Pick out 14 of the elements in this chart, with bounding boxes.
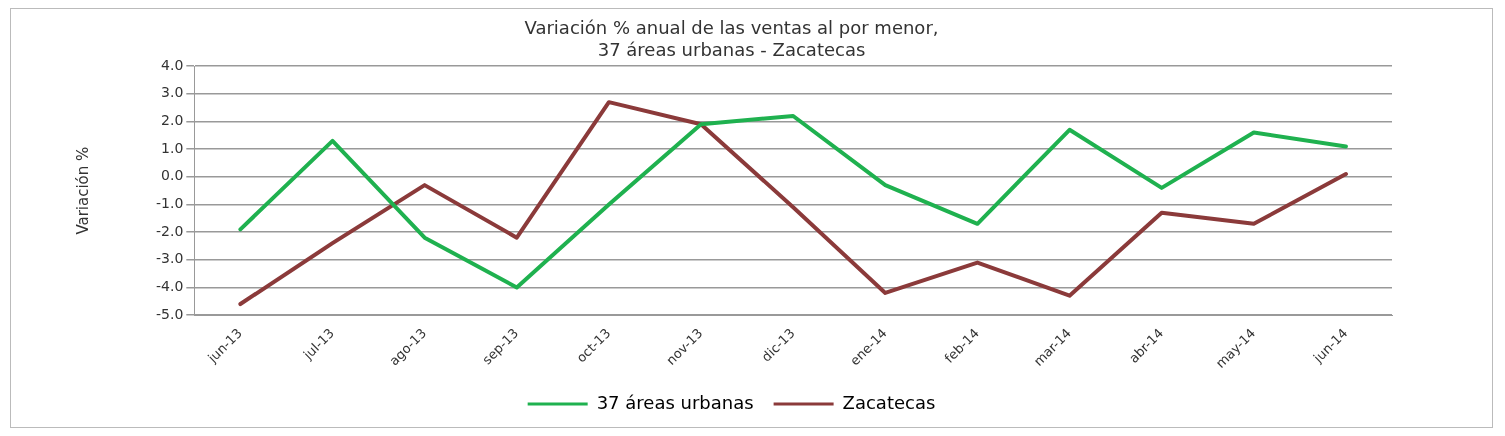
y-tick-label: -1.0 bbox=[155, 195, 184, 212]
y-tick-label: 0.0 bbox=[161, 167, 184, 184]
y-tick-label: -2.0 bbox=[155, 222, 184, 239]
y-tick-label: 3.0 bbox=[161, 84, 184, 101]
legend-label: Zacatecas bbox=[842, 391, 936, 413]
y-tick-label: 1.0 bbox=[161, 139, 184, 156]
y-tick-label: 4.0 bbox=[161, 56, 184, 73]
chart-title: Variación % anual de las ventas al por menor, 37 áreas urbanas - Zacatecas bbox=[524, 17, 939, 61]
y-tick-label: -4.0 bbox=[155, 278, 184, 295]
y-tick-label: -3.0 bbox=[155, 250, 184, 267]
y-tick-label: -5.0 bbox=[155, 305, 184, 322]
y-tick-label: 2.0 bbox=[161, 112, 184, 129]
legend-label: 37 áreas urbanas bbox=[596, 391, 754, 413]
y-axis-title: Variación % bbox=[73, 146, 92, 235]
